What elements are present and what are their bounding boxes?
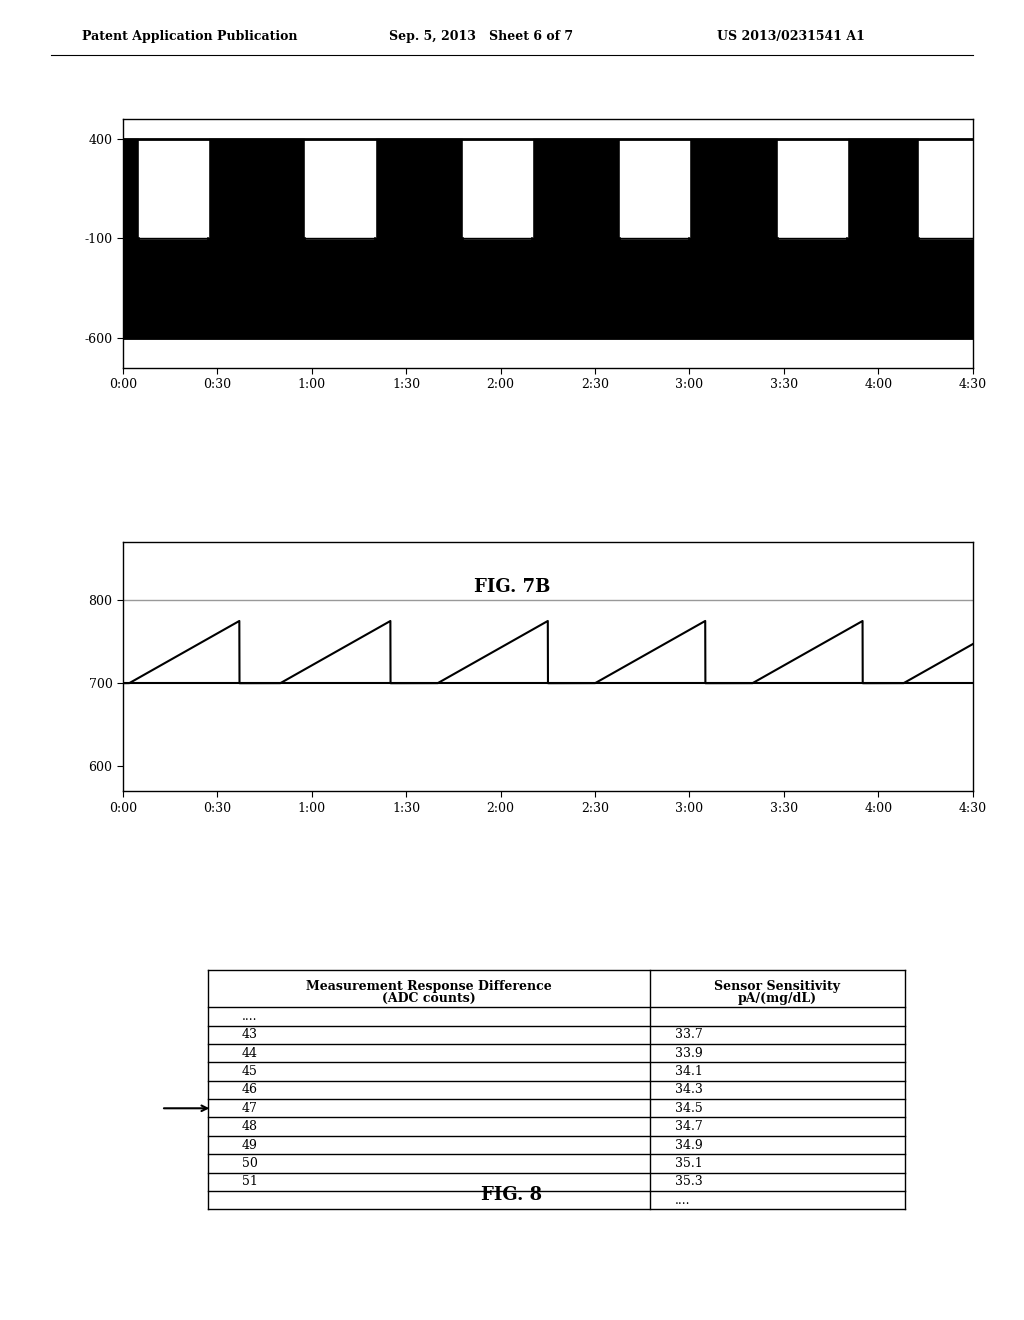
Text: FIG. 8: FIG. 8 [481, 1185, 543, 1204]
Bar [777, 137, 847, 239]
Text: 47: 47 [242, 1102, 258, 1115]
Bar [138, 137, 208, 239]
Text: Sep. 5, 2013   Sheet 6 of 7: Sep. 5, 2013 Sheet 6 of 7 [389, 30, 573, 44]
Text: 34.5: 34.5 [676, 1102, 703, 1115]
Text: 44: 44 [242, 1047, 258, 1060]
Text: 34.3: 34.3 [676, 1084, 703, 1097]
Text: 51: 51 [242, 1175, 258, 1188]
Text: Measurement Response Difference: Measurement Response Difference [306, 979, 552, 993]
Text: 35.3: 35.3 [676, 1175, 703, 1188]
Text: FIG. 7B: FIG. 7B [474, 578, 550, 597]
Text: Sensor Sensitivity: Sensor Sensitivity [715, 979, 841, 993]
Text: ....: .... [242, 1010, 257, 1023]
Text: 34.9: 34.9 [676, 1139, 703, 1151]
Bar [621, 137, 689, 239]
Text: ....: .... [676, 1193, 691, 1206]
Text: 46: 46 [242, 1084, 258, 1097]
Text: 50: 50 [242, 1156, 258, 1170]
Text: FIG. 7A: FIG. 7A [474, 310, 550, 329]
Bar [123, 139, 973, 338]
Text: 33.9: 33.9 [676, 1047, 703, 1060]
Text: 33.7: 33.7 [676, 1028, 703, 1041]
Text: 34.7: 34.7 [676, 1121, 703, 1133]
Text: 48: 48 [242, 1121, 258, 1133]
Text: 45: 45 [242, 1065, 258, 1078]
Text: 49: 49 [242, 1139, 258, 1151]
Bar [463, 137, 532, 239]
Text: (ADC counts): (ADC counts) [382, 993, 476, 1006]
Text: 35.1: 35.1 [676, 1156, 703, 1170]
Bar [305, 137, 375, 239]
Text: US 2013/0231541 A1: US 2013/0231541 A1 [717, 30, 864, 44]
Text: Patent Application Publication: Patent Application Publication [82, 30, 297, 44]
Bar [920, 137, 988, 239]
Text: 34.1: 34.1 [676, 1065, 703, 1078]
Text: 43: 43 [242, 1028, 258, 1041]
Text: pA/(mg/dL): pA/(mg/dL) [737, 993, 817, 1006]
